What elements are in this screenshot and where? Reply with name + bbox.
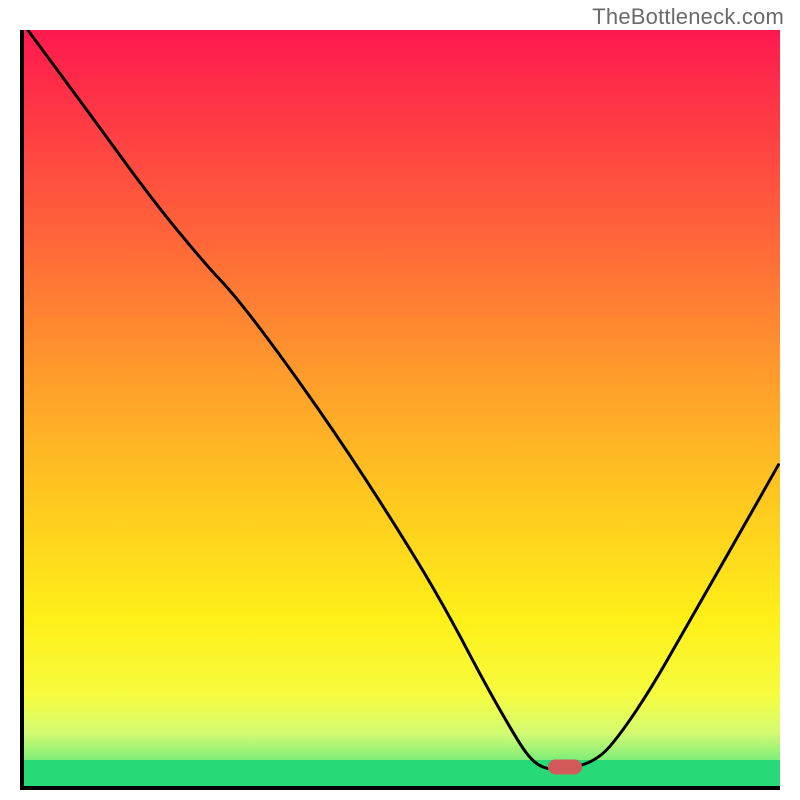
watermark-text: TheBottleneck.com (592, 4, 784, 30)
chart-frame (20, 30, 780, 790)
optimum-marker (548, 760, 582, 775)
bottleneck-curve (28, 30, 779, 769)
chart-curve-svg (24, 30, 780, 786)
